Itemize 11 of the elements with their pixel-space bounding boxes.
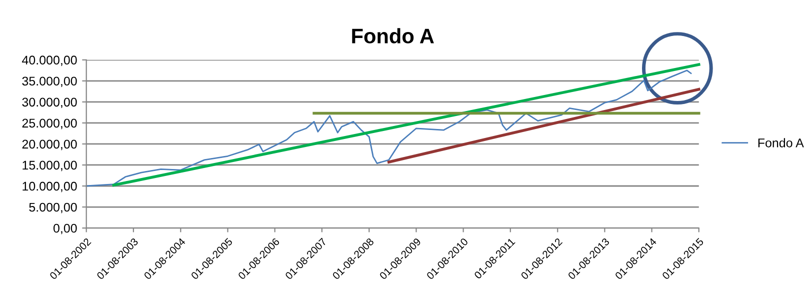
y-tick-label: 40.000,00 (22, 56, 77, 66)
y-tick-label: 5.000,00 (29, 202, 77, 214)
legend-label: Fondo A (758, 138, 804, 148)
y-tick-label: 20.000,00 (22, 140, 77, 150)
y-tick-label: 30.000,00 (22, 98, 77, 108)
y-tick-label: 0,00 (53, 224, 77, 234)
y-tick-label: 25.000,00 (22, 118, 77, 130)
y-tick-label: 35.000,00 (22, 76, 77, 88)
y-tick-label: 10.000,00 (22, 182, 77, 192)
y-tick-label: 15.000,00 (22, 160, 77, 172)
chart-title: Fondo A (352, 28, 434, 44)
